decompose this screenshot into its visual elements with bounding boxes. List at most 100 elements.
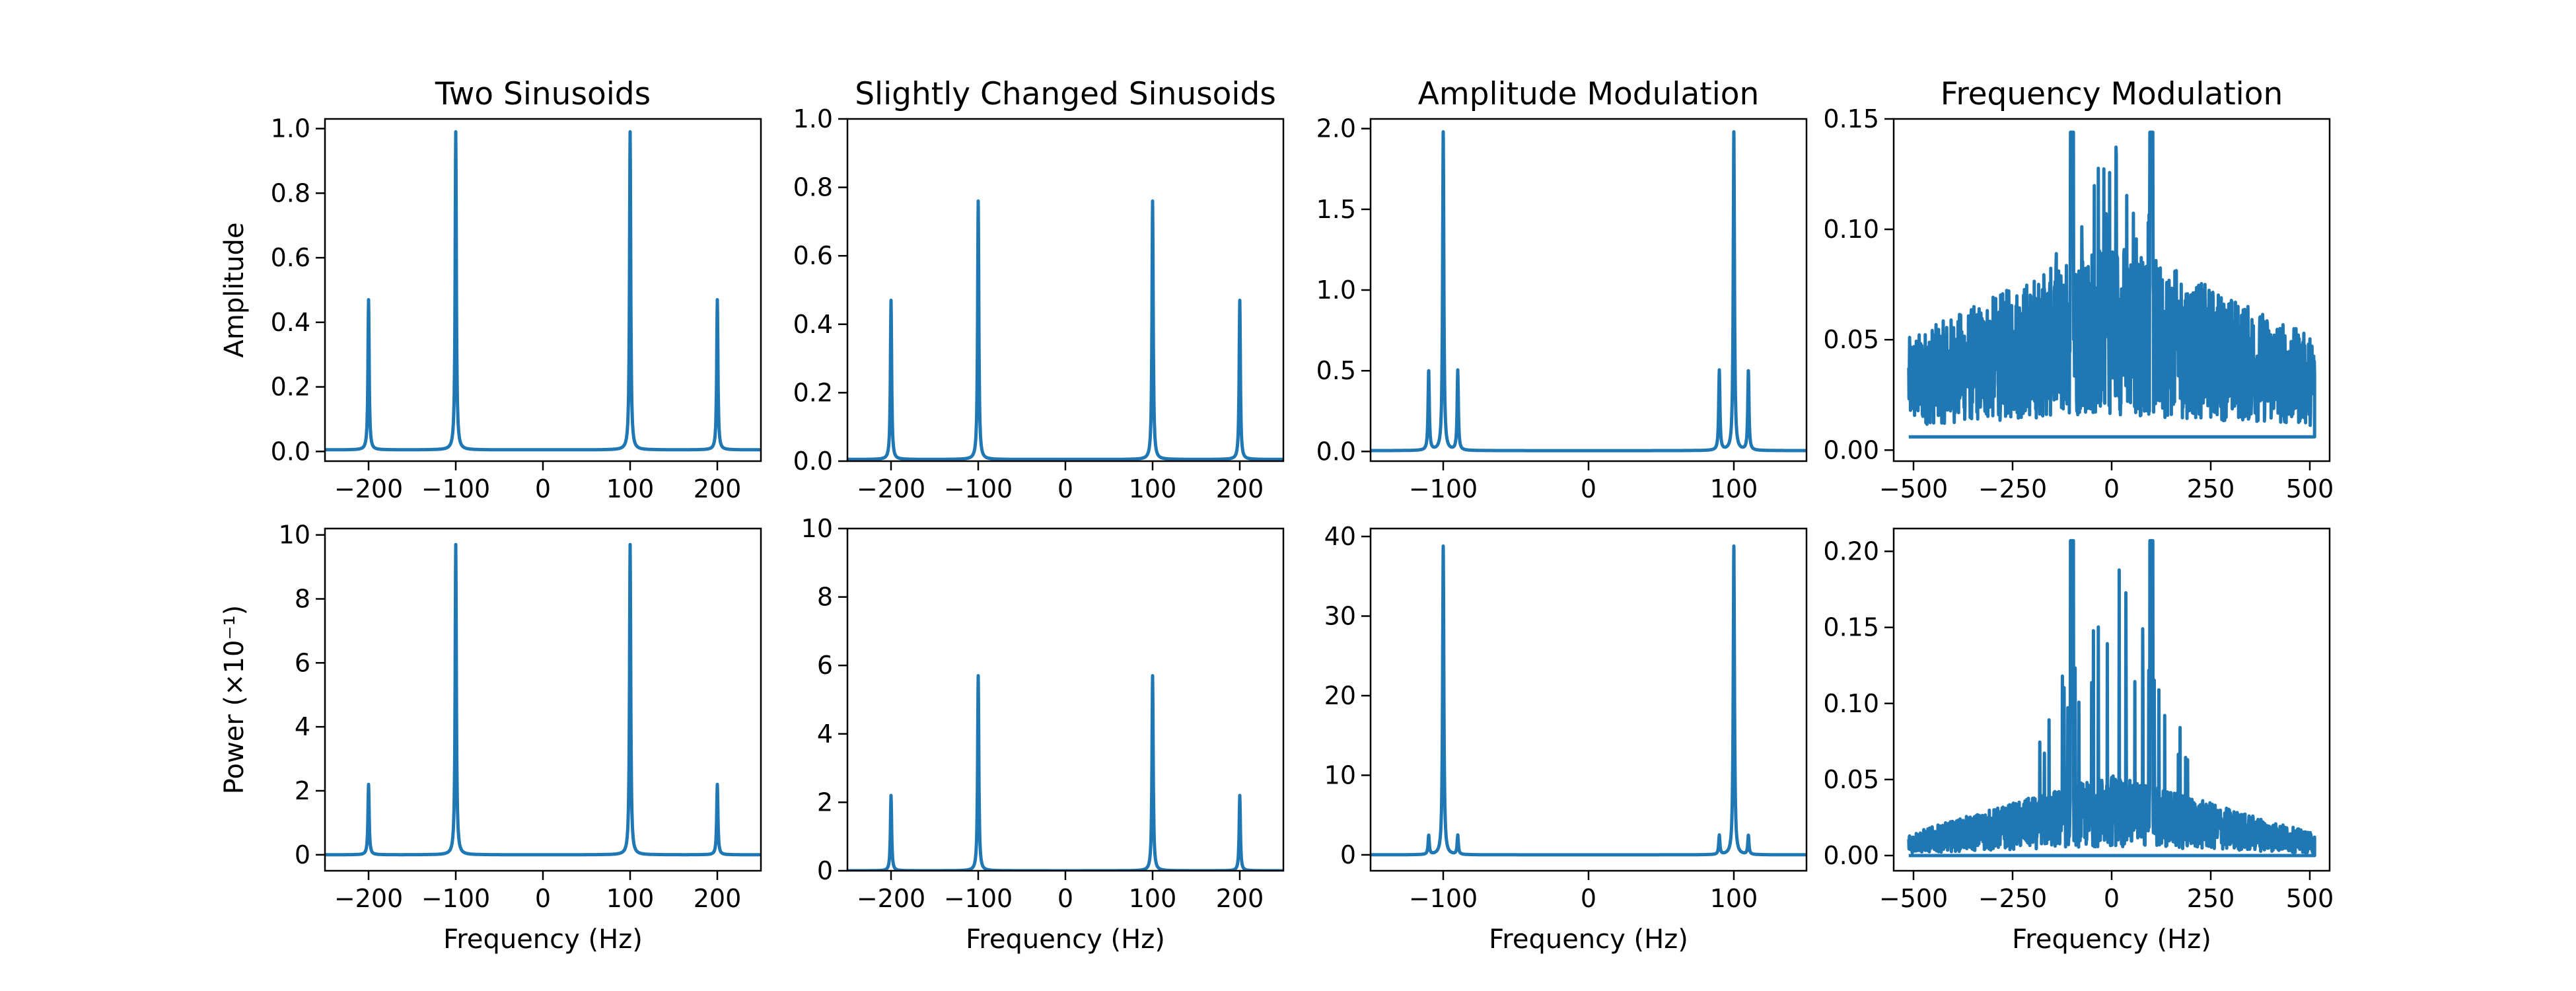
x-tick-label-5-4: 200 — [1216, 884, 1264, 913]
x-tick-label-1-0: −200 — [857, 474, 925, 503]
series-line-7-0 — [1907, 538, 2316, 858]
y-tick-label-3-1: 0.05 — [1823, 325, 1879, 354]
y-tick-label-5-5: 10 — [801, 514, 833, 543]
y-tick-label-7-1: 0.05 — [1823, 765, 1879, 794]
x-tick-label-1-3: 100 — [1129, 474, 1177, 503]
x-tick-label-7-4: 500 — [2286, 884, 2334, 913]
x-axis-label-7: Frequency (Hz) — [2012, 924, 2211, 955]
x-tick-label-7-1: −250 — [1978, 884, 2047, 913]
y-tick-label-2-2: 1.0 — [1316, 275, 1356, 305]
y-tick-label-2-4: 2.0 — [1316, 114, 1356, 143]
y-tick-label-5-4: 8 — [817, 583, 833, 612]
y-tick-label-5-0: 0 — [817, 856, 833, 885]
series-line-3-0 — [1907, 130, 2316, 439]
x-tick-label-5-0: −200 — [857, 884, 925, 913]
y-tick-label-4-4: 8 — [295, 585, 310, 614]
y-tick-label-1-3: 0.6 — [793, 241, 833, 270]
y-tick-label-2-1: 0.5 — [1316, 356, 1356, 385]
subplot-1: −200 −100 0 100 200 0.0 0.2 0.4 0.6 0.8 1.0 Slightl… — [793, 76, 1285, 503]
y-tick-label-7-4: 0.20 — [1823, 537, 1879, 566]
x-tick-label-6-1: 0 — [1581, 884, 1596, 913]
x-axis-label-4: Frequency (Hz) — [443, 924, 643, 955]
x-tick-label-7-2: 0 — [2104, 884, 2120, 913]
y-tick-label-7-3: 0.15 — [1823, 613, 1879, 642]
y-tick-label-4-5: 10 — [279, 521, 310, 550]
x-tick-label-3-2: 0 — [2104, 474, 2120, 503]
y-tick-label-4-0: 0 — [295, 840, 310, 869]
x-tick-label-2-0: −100 — [1409, 474, 1478, 503]
subplot-6: −100 0 100 0 10 20 30 40 Frequency (Hz) — [1324, 522, 1808, 955]
x-tick-label-2-1: 0 — [1581, 474, 1596, 503]
subplot-title-2: Amplitude Modulation — [1418, 76, 1760, 112]
x-tick-label-0-2: 0 — [535, 474, 551, 503]
y-tick-label-1-0: 0.0 — [793, 447, 833, 476]
y-tick-label-0-5: 1.0 — [271, 114, 310, 143]
y-tick-label-7-2: 0.10 — [1823, 689, 1879, 718]
y-tick-label-6-3: 30 — [1324, 602, 1356, 631]
x-tick-label-7-0: −500 — [1879, 884, 1948, 913]
y-tick-label-6-1: 10 — [1324, 760, 1356, 789]
x-tick-label-1-1: −100 — [944, 474, 1013, 503]
x-tick-label-3-1: −250 — [1978, 474, 2047, 503]
subplot-title-0: Two Sinusoids — [435, 76, 651, 112]
x-tick-label-2-2: 100 — [1710, 474, 1758, 503]
y-tick-label-3-0: 0.00 — [1823, 435, 1879, 464]
x-tick-label-0-1: −100 — [421, 474, 490, 503]
subplot-5: −200 −100 0 100 200 0 2 4 6 8 10 Frequency (Hz) — [801, 514, 1285, 955]
x-tick-label-0-3: 100 — [606, 474, 655, 503]
x-tick-label-5-3: 100 — [1129, 884, 1177, 913]
series-line-1-0 — [847, 199, 1283, 461]
x-tick-label-3-3: 250 — [2187, 474, 2235, 503]
series-line-4-0 — [325, 542, 761, 857]
subplot-3: −500 −250 0 250 500 0.00 0.05 0.10 0.15 Frequency… — [1823, 76, 2334, 503]
y-tick-label-5-2: 4 — [817, 719, 833, 749]
x-tick-label-6-2: 100 — [1710, 884, 1758, 913]
y-tick-label-0-4: 0.8 — [271, 178, 310, 207]
subplot-2: −100 0 100 0.0 0.5 1.0 1.5 2.0 Amplitude Modulat… — [1316, 76, 1808, 503]
y-axis-label-0: Amplitude — [219, 223, 250, 358]
x-tick-label-3-4: 500 — [2286, 474, 2334, 503]
y-tick-label-4-3: 6 — [295, 648, 310, 677]
x-tick-label-4-0: −200 — [334, 884, 403, 913]
x-tick-label-1-2: 0 — [1057, 474, 1073, 503]
x-tick-label-4-1: −100 — [421, 884, 490, 913]
series-line-0-0 — [325, 130, 761, 452]
x-tick-label-6-0: −100 — [1409, 884, 1478, 913]
x-axis-label-6: Frequency (Hz) — [1489, 924, 1688, 955]
y-tick-label-7-0: 0.00 — [1823, 841, 1879, 870]
y-tick-label-1-2: 0.4 — [793, 310, 833, 339]
y-tick-label-6-2: 20 — [1324, 681, 1356, 710]
y-tick-label-0-0: 0.0 — [271, 437, 310, 466]
x-tick-label-4-2: 0 — [535, 884, 551, 913]
y-tick-label-2-0: 0.0 — [1316, 437, 1356, 466]
subplot-7: −500 −250 0 250 500 0.00 0.05 0.10 0.15 0.20 Frequ… — [1823, 527, 2334, 955]
y-tick-label-0-3: 0.6 — [271, 243, 310, 272]
y-tick-label-1-5: 1.0 — [793, 104, 833, 133]
y-tick-label-2-3: 1.5 — [1316, 195, 1356, 224]
subplot-title-1: Slightly Changed Sinusoids — [855, 76, 1276, 112]
x-tick-label-7-3: 250 — [2187, 884, 2235, 913]
x-tick-label-5-1: −100 — [944, 884, 1013, 913]
x-axis-label-5: Frequency (Hz) — [966, 924, 1165, 955]
subplot-0: −200 −100 0 100 200 0.0 0.2 0.4 0.6 0.8 1.0 Two Sin… — [219, 76, 762, 503]
y-tick-label-1-1: 0.2 — [793, 378, 833, 407]
x-tick-label-1-4: 200 — [1216, 474, 1264, 503]
x-tick-label-4-3: 100 — [606, 884, 655, 913]
y-tick-label-3-2: 0.10 — [1823, 215, 1879, 244]
y-tick-label-4-1: 2 — [295, 776, 310, 805]
y-tick-label-5-3: 6 — [817, 651, 833, 680]
x-tick-label-0-4: 200 — [694, 474, 742, 503]
series-line-6-0 — [1371, 544, 1807, 857]
subplot-title-3: Frequency Modulation — [1941, 76, 2283, 112]
y-tick-label-0-1: 0.2 — [271, 373, 310, 402]
y-axis-label-4: Power (×10⁻¹) — [219, 605, 250, 794]
y-tick-label-4-2: 4 — [295, 712, 310, 741]
x-tick-label-3-0: −500 — [1879, 474, 1948, 503]
y-tick-label-5-1: 2 — [817, 788, 833, 817]
y-tick-label-0-2: 0.4 — [271, 308, 310, 337]
y-tick-label-6-4: 40 — [1324, 522, 1356, 551]
x-tick-label-4-4: 200 — [694, 884, 742, 913]
y-tick-label-6-0: 0 — [1340, 840, 1356, 869]
